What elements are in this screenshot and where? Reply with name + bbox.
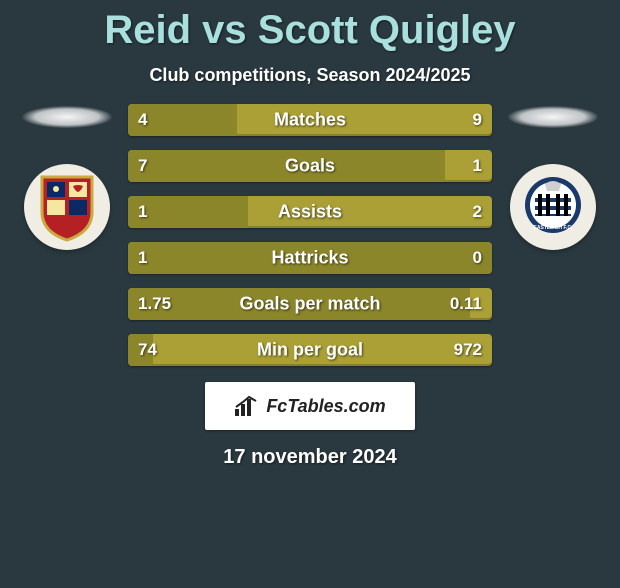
stat-right-value: 972 xyxy=(454,340,482,360)
stat-left-value: 1 xyxy=(138,248,147,268)
stat-label: Hattricks xyxy=(271,248,348,269)
stat-label: Goals per match xyxy=(239,294,380,315)
left-highlight-oval xyxy=(22,106,112,128)
stat-right-value: 9 xyxy=(473,110,482,130)
stat-label: Goals xyxy=(285,156,335,177)
stat-label: Assists xyxy=(278,202,342,223)
stat-left-value: 7 xyxy=(138,156,147,176)
svg-text:EASTLEIGH F.C.: EASTLEIGH F.C. xyxy=(534,225,574,231)
stats-list: 4 9 Matches 7 1 Goals 1 2 Assists 1 0 Hattricks 1.75… xyxy=(122,104,498,366)
stat-right-value: 0.11 xyxy=(450,294,482,314)
stat-left-value: 1.75 xyxy=(138,294,171,314)
stat-bar: 1 2 Assists xyxy=(128,196,492,228)
stat-right-value: 2 xyxy=(473,202,482,222)
brand-text: FcTables.com xyxy=(266,396,385,417)
stat-bar: 7 1 Goals xyxy=(128,150,492,182)
left-player-column xyxy=(12,104,122,366)
right-highlight-oval xyxy=(508,106,598,128)
stat-bar: 1 0 Hattricks xyxy=(128,242,492,274)
stat-label: Matches xyxy=(274,110,346,131)
stat-right-value: 1 xyxy=(473,156,482,176)
right-club-crest: EASTLEIGH F.C. xyxy=(510,164,596,250)
stat-left-value: 74 xyxy=(138,340,157,360)
brand-badge[interactable]: FcTables.com xyxy=(205,382,415,430)
fctables-logo-icon xyxy=(234,395,260,417)
stat-left-value: 1 xyxy=(138,202,147,222)
wealdstone-crest-icon xyxy=(36,172,98,242)
stat-bar: 74 972 Min per goal xyxy=(128,334,492,366)
page-subtitle: Club competitions, Season 2024/2025 xyxy=(0,65,620,86)
page-title: Reid vs Scott Quigley xyxy=(0,8,620,53)
stat-bar: 4 9 Matches xyxy=(128,104,492,136)
eastleigh-crest-icon: EASTLEIGH F.C. xyxy=(522,172,584,242)
left-club-crest xyxy=(24,164,110,250)
stat-right-value: 0 xyxy=(473,248,482,268)
date-line: 17 november 2024 xyxy=(0,446,620,469)
right-player-column: EASTLEIGH F.C. xyxy=(498,104,608,366)
comparison-area: 4 9 Matches 7 1 Goals 1 2 Assists 1 0 Hattricks 1.75… xyxy=(0,104,620,366)
stat-left-value: 4 xyxy=(138,110,147,130)
stat-bar: 1.75 0.11 Goals per match xyxy=(128,288,492,320)
stat-label: Min per goal xyxy=(257,340,363,361)
